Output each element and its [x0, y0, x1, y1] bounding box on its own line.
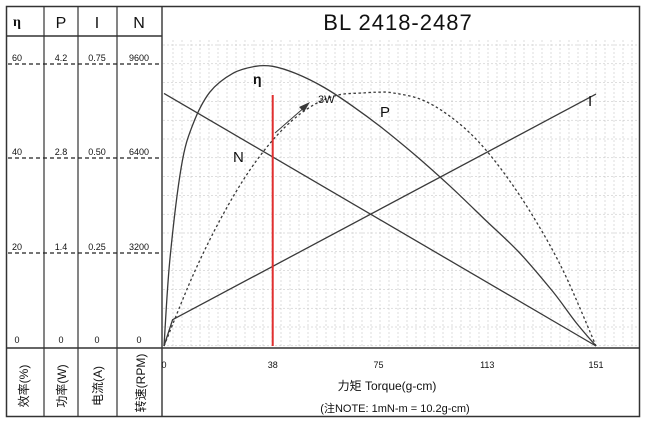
current-scale-0.25: 0.25	[88, 242, 106, 252]
efficiency-scale-0: 0	[14, 335, 19, 345]
speed-scale-3200: 3200	[129, 242, 149, 252]
header-i: I	[95, 15, 99, 32]
header-p: P	[56, 15, 67, 32]
series-label-n: N	[233, 149, 244, 166]
series-label-i: I	[588, 93, 592, 110]
power-rating-label: 3W	[318, 94, 335, 106]
power-rating-arrowhead	[299, 102, 310, 112]
speed-unit-label: 转速(RPM)	[133, 354, 148, 413]
speed-scale-0: 0	[136, 335, 141, 345]
series-line-p	[163, 91, 597, 347]
series-layer	[163, 64, 597, 347]
power-scale-1.4: 1.4	[55, 242, 68, 252]
power-unit-label: 功率(W)	[54, 364, 69, 407]
label-layer: η P N I 3W	[233, 71, 592, 166]
x-tick-label: 75	[374, 360, 384, 370]
header-n: N	[133, 15, 145, 32]
current-scale-0.50: 0.50	[88, 147, 106, 157]
series-line-n	[163, 92, 597, 347]
power-scale-4.2: 4.2	[55, 53, 68, 63]
unit-note: (注NOTE: 1mN-m = 10.2g-cm)	[320, 401, 469, 415]
header-eta: η	[13, 15, 21, 30]
power-rating-arrow-line	[274, 105, 307, 134]
efficiency-unit-label: 效率(%)	[16, 365, 31, 408]
power-scale-0: 0	[58, 335, 63, 345]
current-unit-label: 电流(A)	[91, 366, 105, 406]
x-tick-label: 151	[588, 360, 603, 370]
series-label-eta: η	[253, 71, 262, 87]
x-tick-label: 38	[268, 360, 278, 370]
current-scale-0: 0	[94, 335, 99, 345]
series-line-i	[163, 93, 597, 347]
x-tick-label: 0	[161, 360, 166, 370]
x-axis-label: 力矩 Torque(g-cm)	[338, 379, 437, 393]
x-tick-label: 113	[480, 360, 494, 370]
efficiency-scale-60: 60	[12, 53, 22, 63]
efficiency-scale-40: 40	[12, 147, 22, 157]
x-tick-labels: 0 38 75 113 151	[161, 360, 603, 370]
series-line-eta	[163, 64, 597, 347]
power-scale-2.8: 2.8	[55, 147, 68, 157]
speed-scale-9600: 9600	[129, 53, 149, 63]
chart-title: BL 2418-2487	[323, 10, 472, 35]
plot-grid	[163, 40, 638, 347]
efficiency-scale-20: 20	[12, 242, 22, 252]
current-scale-0.75: 0.75	[88, 53, 106, 63]
series-label-p: P	[380, 104, 390, 121]
chart-frame	[5, 5, 641, 418]
speed-scale-6400: 6400	[129, 147, 149, 157]
